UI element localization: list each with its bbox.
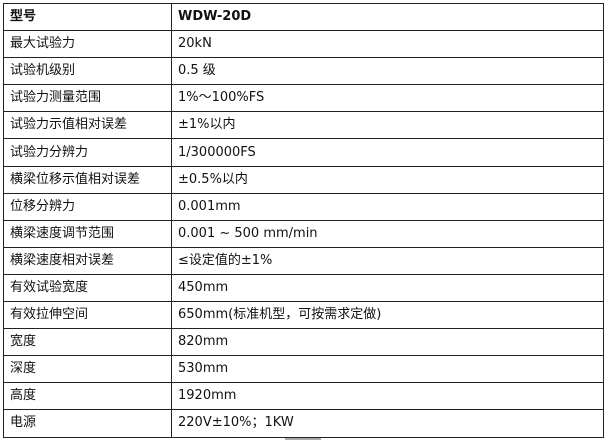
- spec-value: ±1%以内: [171, 111, 604, 140]
- spec-label: 试验力示值相对误差: [3, 111, 172, 140]
- spec-table: 型号 WDW-20D 最大试验力 20kN 试验机级别 0.5 级试验力测量范围 1%～10…: [3, 2, 604, 438]
- spec-label: 横梁速度相对误差: [3, 246, 172, 275]
- spec-value: 0.001 ~ 500 mm/min: [171, 219, 604, 248]
- table-row: 试验力分辨力 1/300000FS: [3, 138, 604, 167]
- spec-value: WDW-20D: [171, 2, 604, 32]
- spec-label: 试验力分辨力: [3, 138, 172, 167]
- spec-value: 530mm: [171, 355, 604, 384]
- scroll-indicator: [285, 438, 321, 440]
- table-row: 高度 1920mm: [3, 382, 604, 411]
- spec-value: ≤设定值的±1%: [171, 246, 604, 275]
- spec-label: 位移分辨力: [3, 192, 172, 221]
- spec-value: 1/300000FS: [171, 138, 604, 167]
- spec-value: 20kN: [171, 30, 604, 59]
- spec-value: 820mm: [171, 328, 604, 357]
- spec-label: 试验力测量范围: [3, 84, 172, 113]
- spec-label: 宽度: [3, 328, 172, 357]
- spec-label: 型号: [3, 2, 172, 32]
- table-header-row: 型号 WDW-20D: [3, 2, 604, 32]
- spec-label: 试验机级别: [3, 57, 172, 86]
- spec-label: 电源: [3, 409, 172, 438]
- table-row: 试验力示值相对误差 ±1%以内: [3, 111, 604, 140]
- table-row: 宽度 820mm: [3, 328, 604, 357]
- table-row: 横梁速度相对误差 ≤设定值的±1%: [3, 246, 604, 275]
- spec-label: 横梁位移示值相对误差: [3, 165, 172, 194]
- spec-value: 0.001mm: [171, 192, 604, 221]
- table-row: 横梁位移示值相对误差 ±0.5%以内: [3, 165, 604, 194]
- table-row: 有效试验宽度 450mm: [3, 273, 604, 303]
- table-row: 有效拉伸空间 650mm(标准机型，可按需求定做): [3, 301, 604, 330]
- spec-label: 有效试验宽度: [3, 273, 172, 303]
- table-row: 电源 220V±10%；1KW: [3, 409, 604, 438]
- table-row: 深度 530mm: [3, 355, 604, 384]
- spec-label: 最大试验力: [3, 30, 172, 59]
- table-row: 位移分辨力 0.001mm: [3, 192, 604, 221]
- spec-value: 1%～100%FS: [171, 84, 604, 113]
- spec-value: 0.5 级: [171, 57, 604, 86]
- table-row: 横梁速度调节范围 0.001 ~ 500 mm/min: [3, 219, 604, 248]
- spec-value: ±0.5%以内: [171, 165, 604, 194]
- table-row: 试验力测量范围 1%～100%FS: [3, 84, 604, 113]
- spec-label: 有效拉伸空间: [3, 301, 172, 330]
- spec-value: 1920mm: [171, 382, 604, 411]
- spec-value: 220V±10%；1KW: [171, 409, 604, 438]
- table-row: 试验机级别 0.5 级: [3, 57, 604, 86]
- spec-label: 横梁速度调节范围: [3, 219, 172, 248]
- spec-value: 450mm: [171, 273, 604, 303]
- spec-label: 高度: [3, 382, 172, 411]
- spec-value: 650mm(标准机型，可按需求定做): [171, 301, 604, 330]
- table-row: 最大试验力 20kN: [3, 30, 604, 59]
- spec-label: 深度: [3, 355, 172, 384]
